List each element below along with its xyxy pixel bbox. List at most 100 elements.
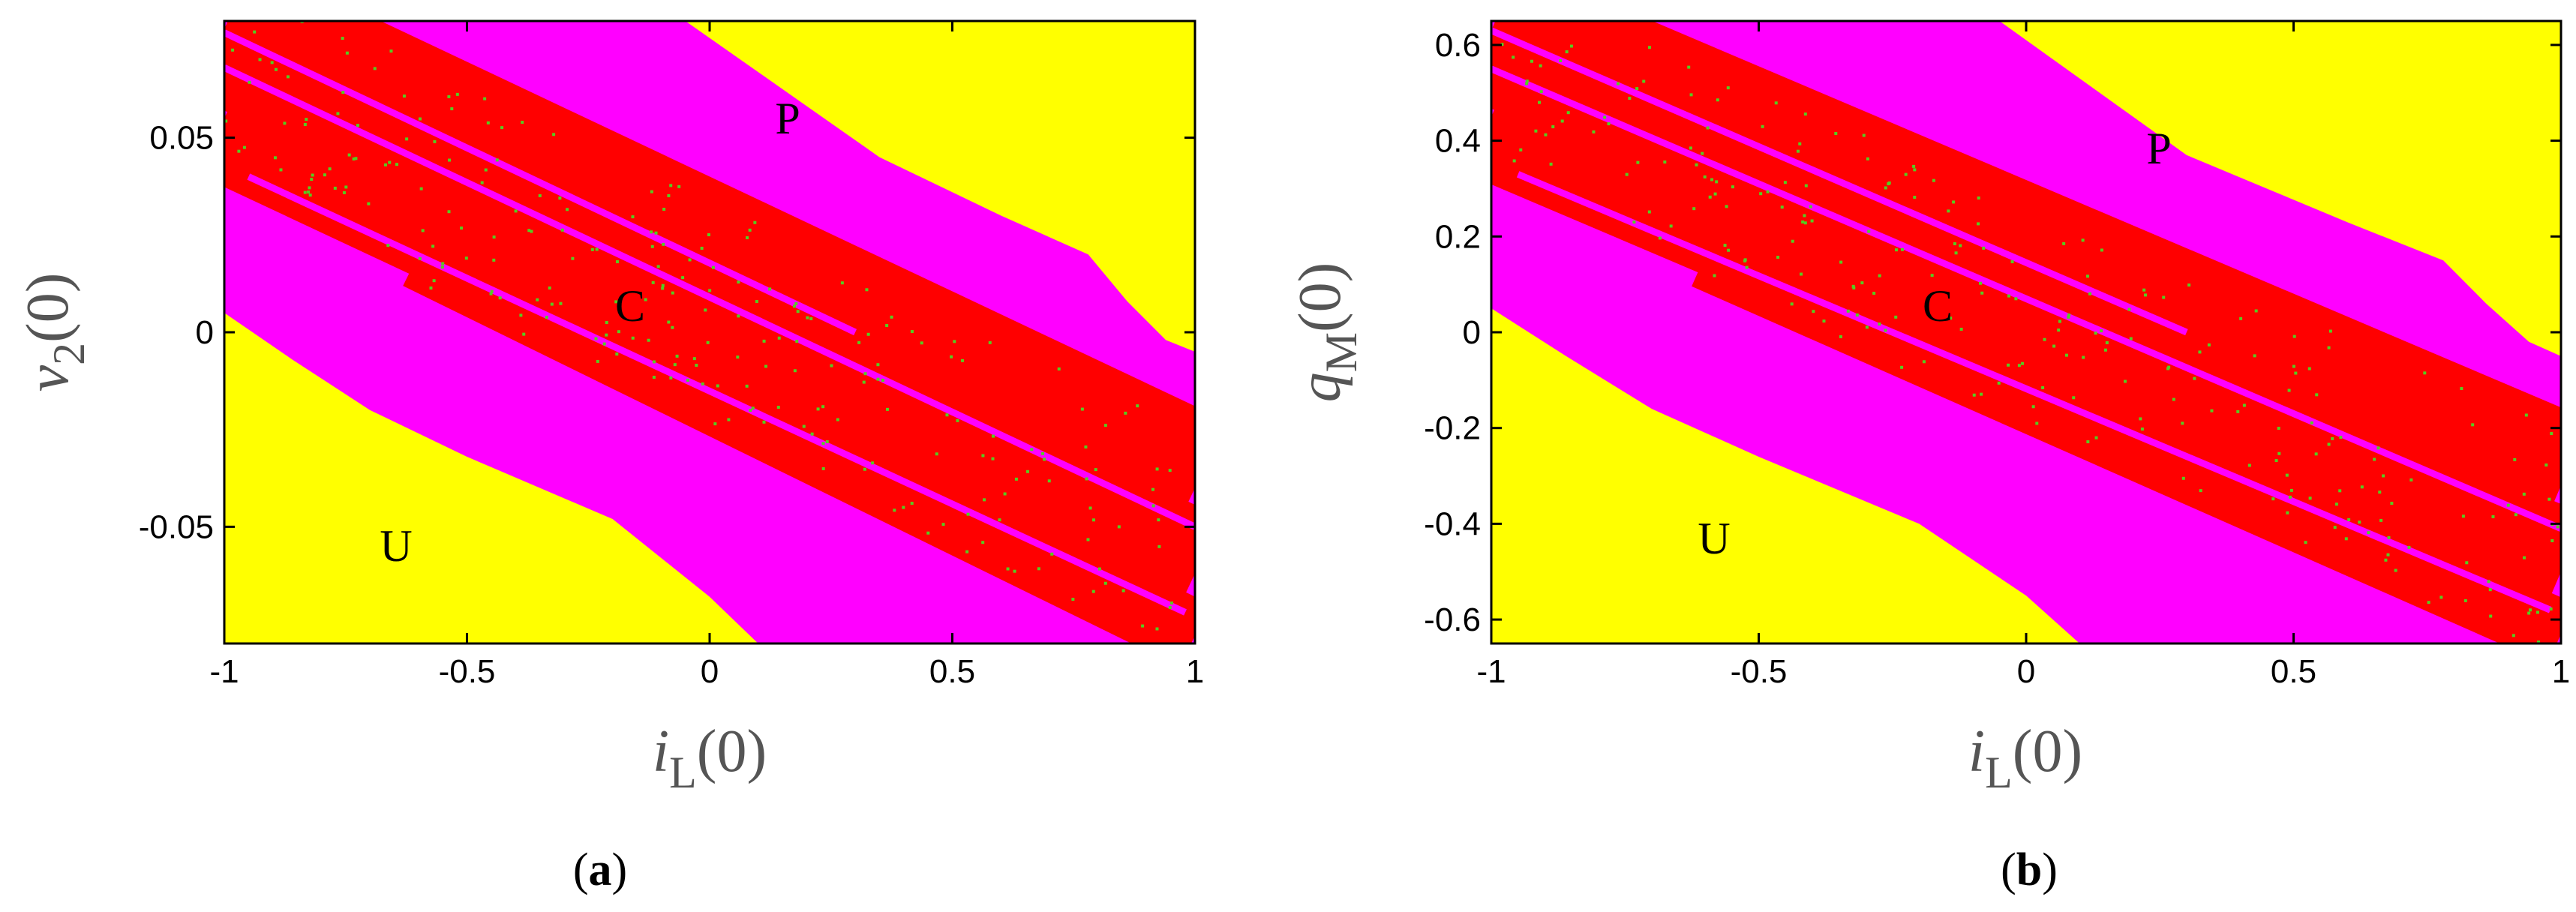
- panel-a-chaotic-dot: [981, 454, 985, 458]
- panel-a-chaotic-dot: [737, 280, 740, 284]
- panel-b-chaotic-dot: [1647, 46, 1651, 50]
- panel-b-chaotic-dot: [2247, 464, 2251, 467]
- panel-b-chaotic-dot: [2547, 497, 2551, 501]
- panel-a-chaotic-dot: [1141, 624, 1145, 628]
- panel-a-chaotic-dot: [527, 229, 531, 232]
- panel-b-chaotic-dot: [2103, 348, 2107, 352]
- panel-b-chaotic-dot: [1803, 214, 1806, 218]
- panel-b-chaotic-dot: [2315, 393, 2319, 397]
- panel-b-chaotic-dot: [1913, 196, 1917, 200]
- panel-b-chaotic-dot: [1663, 160, 1667, 164]
- panel-a-chaotic-dot: [237, 149, 241, 153]
- panel-b-periodic-line-2: [1491, 27, 2188, 336]
- panel-b-chaotic-dot: [1997, 381, 2001, 385]
- panel-a-chaotic-dot: [429, 286, 433, 290]
- panel-a-chaotic-dot: [344, 185, 348, 189]
- panel-a-chaotic-dot: [1121, 589, 1125, 592]
- panel-b-chaotic-dot: [1725, 205, 1728, 208]
- panel-b-chaotic-dot: [2556, 525, 2559, 529]
- panel-b-chaotic-dot: [2529, 608, 2532, 612]
- panel-b-chaotic-dot: [2031, 405, 2035, 409]
- panel-b-chaotic-dot: [1822, 320, 1826, 323]
- panel-b-chaotic-dot: [1692, 207, 1696, 211]
- panel-b-chaotic-dot: [2067, 315, 2070, 319]
- panel-b-chaotic-dot: [2338, 489, 2342, 493]
- panel-a-ticks: -1 -0.5 0 0.5 1 -0.05 0 0.05: [139, 21, 1204, 690]
- panel-a-chaotic-dot: [1097, 567, 1101, 571]
- panel-a-unbounded-lower-region: [224, 313, 758, 644]
- panel-b-x-tick-label: 0.5: [2271, 653, 2316, 690]
- panel-a-chaotic-dot: [777, 336, 781, 340]
- panel-a-chaotic-dot: [571, 256, 575, 260]
- panel-a-chaotic-dot: [745, 384, 749, 388]
- panel-b-chaotic-dot: [2360, 485, 2364, 489]
- panel-a-chaotic-dot: [521, 121, 524, 124]
- panel-a-chaotic-dot: [1117, 525, 1121, 529]
- panel-a-chaotic-dot: [1050, 552, 1054, 556]
- panel-b-chaotic-dot: [1887, 182, 1890, 186]
- panel-b-chaotic-dot: [1932, 178, 1935, 182]
- panel-a-chaotic-dot: [956, 418, 959, 422]
- panel-b-chaotic-dot: [2379, 518, 2383, 522]
- panel-b-chaotic-dot: [2535, 610, 2539, 614]
- panel-b-chaotic-dot: [2081, 238, 2085, 242]
- panel-a-y-tick-label: 0.05: [149, 120, 214, 157]
- panel-a-chaotic-dot: [1057, 367, 1061, 370]
- panel-b-chaotic-dot: [2100, 248, 2103, 252]
- panel-b-chaotic-dot: [1689, 146, 1692, 150]
- panel-a-chaotic-dot: [961, 358, 965, 362]
- panel-a-chaotic-dot: [644, 298, 647, 302]
- panel-b-chaotic-dot: [2058, 320, 2061, 323]
- panel-b-chaotic-dot: [1500, 43, 1504, 46]
- panel-a-chaotic-dot: [386, 244, 390, 248]
- panel-b-chaotic-dot: [2127, 308, 2131, 311]
- panel-a-chaotic-dot: [460, 226, 464, 230]
- panel-a-chaotic-dot: [421, 229, 425, 232]
- panel-a-chaotic-dot: [669, 184, 673, 188]
- panel-a-chaotic-dot: [650, 190, 653, 194]
- panel-b-y-tick-label: 0.4: [1435, 123, 1481, 160]
- panel-b-chaotic-dot: [2409, 478, 2413, 482]
- panel-b-chaotic-dot: [2427, 601, 2430, 604]
- panel-a-chaotic-dot: [737, 314, 740, 318]
- panel-a-chaotic-dot: [681, 276, 685, 280]
- panel-a-chaotic-dot: [450, 107, 454, 111]
- panel-a-chaotic-dot: [876, 377, 880, 381]
- panel-a-chaotic-dot: [615, 260, 619, 263]
- panel-a-chaotic-dot: [1157, 518, 1160, 522]
- panel-a-chaotic-dot: [727, 418, 731, 422]
- panel-a-chaotic-dot: [671, 291, 674, 295]
- panel-b-chaotic-dot: [2460, 387, 2463, 391]
- panel-b-chaotic-dot: [2344, 537, 2348, 541]
- panel-b-chaotic-dot: [2536, 640, 2540, 644]
- panel-b-y-tick-label: -0.2: [1424, 410, 1481, 447]
- panel-b-chaotic-dot: [1878, 274, 1881, 278]
- panel-a-chaotic-dot: [566, 208, 569, 212]
- panel-a-chaotic-dot: [821, 442, 825, 446]
- panel-b-chaotic-dot: [2172, 398, 2175, 401]
- panel-b-x-tick-label: -1: [1476, 653, 1506, 690]
- panel-b-chaotic-band-2: [1692, 224, 2561, 644]
- panel-b-chaotic-dot: [1512, 159, 1516, 163]
- panel-a-chaotic-dot: [965, 550, 969, 554]
- panel-a-chaotic-dot: [273, 156, 277, 160]
- panel-a-chaotic-dot: [866, 332, 870, 336]
- panel-b-periodic-line-1: [1516, 171, 2552, 614]
- panel-a-chaotic-dot: [863, 467, 866, 471]
- panel-b-chaotic-dot: [2043, 338, 2046, 341]
- panel-a-chaotic-dot: [998, 518, 1001, 522]
- panel-b-chaotic-dot: [1979, 281, 1983, 285]
- panel-a-chaotic-dot: [816, 407, 820, 411]
- panel-b-chaotic-dot: [1569, 44, 1573, 48]
- panel-b-chaotic-dot: [1803, 112, 1807, 116]
- panel-a-x-tick-label: 1: [1186, 653, 1204, 690]
- panel-a-chaotic-dot: [885, 324, 889, 328]
- panel-b-chaotic-dot: [2239, 316, 2243, 320]
- panel-b-chaotic-dot: [2094, 436, 2098, 440]
- panel-b-chaotic-dot: [2143, 293, 2147, 297]
- panel-b-chaotic-dot: [2489, 614, 2493, 618]
- panel-a-chaotic-dot: [667, 320, 671, 324]
- panel-a-chaotic-dot: [652, 360, 656, 364]
- panel-a-x-tick-label: 0: [701, 653, 719, 690]
